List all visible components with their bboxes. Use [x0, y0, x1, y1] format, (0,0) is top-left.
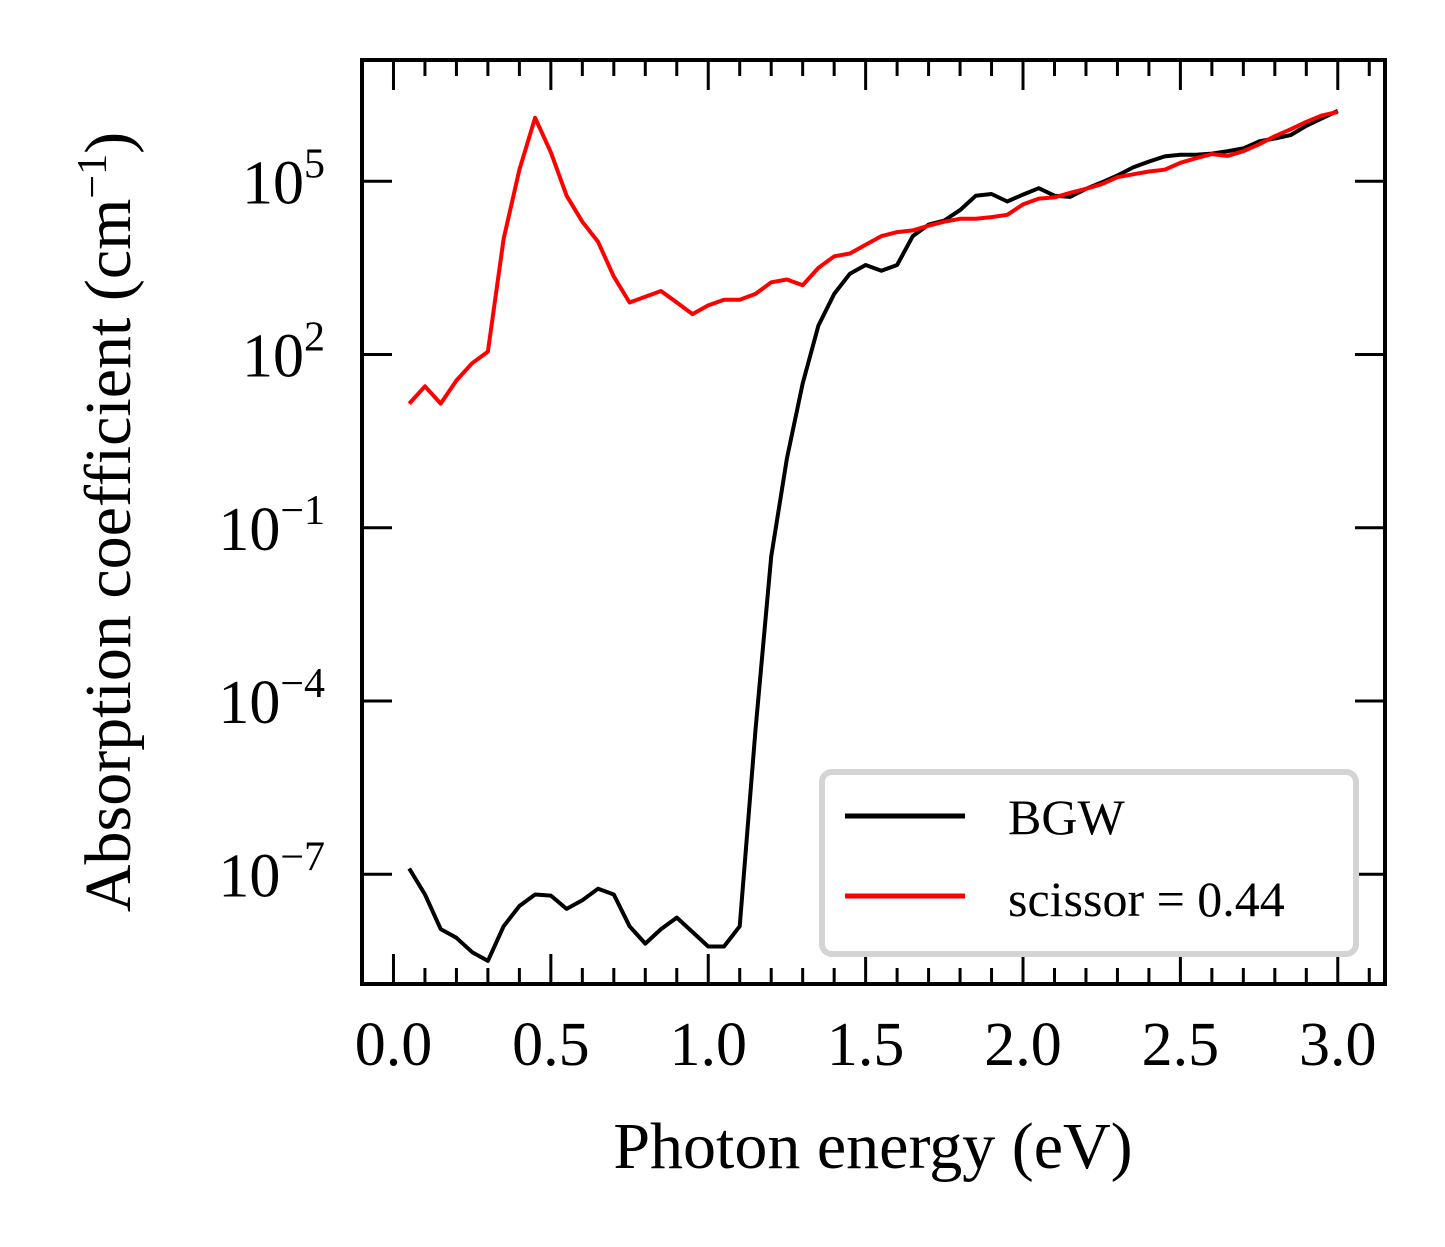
x-tick-label: 0.5 — [512, 1011, 590, 1079]
x-tick-label: 1.0 — [669, 1011, 747, 1079]
y-tick-label-exponent: −1 — [280, 488, 325, 534]
y-tick-label-exponent: −7 — [280, 834, 325, 880]
x-tick-label: 2.0 — [984, 1011, 1062, 1079]
y-tick-label: 102 — [242, 315, 325, 391]
x-tick-label: 1.5 — [827, 1011, 905, 1079]
y-tick-label-exponent: 2 — [304, 315, 325, 361]
y-tick-label: 10−4 — [218, 661, 325, 737]
x-tick-label: 2.5 — [1142, 1011, 1220, 1079]
y-axis-label-superscript: −1 — [70, 154, 116, 199]
y-tick-label: 10−7 — [218, 834, 325, 910]
x-axis-label: Photon energy (eV) — [613, 1110, 1132, 1183]
y-tick-label-base: 10 — [218, 669, 280, 737]
y-tick-label: 105 — [242, 141, 325, 217]
y-tick-label-base: 10 — [242, 149, 304, 217]
y-tick-label: 10−1 — [218, 488, 325, 564]
legend: BGW scissor = 0.44 — [819, 769, 1359, 957]
y-tick-label-base: 10 — [242, 323, 304, 391]
y-axis-label-close: ) — [72, 132, 145, 154]
y-axis-label-main: Absorption coefficient (cm — [72, 199, 145, 913]
legend-label-scissor: scissor = 0.44 — [1008, 871, 1285, 927]
plot-area — [407, 108, 1339, 963]
y-tick-label-base: 10 — [218, 842, 280, 910]
series-line-scissor — [407, 110, 1339, 406]
axis-ticks — [360, 60, 1385, 984]
plot-frame — [360, 58, 1387, 986]
x-tick-label: 0.0 — [355, 1011, 433, 1079]
y-axis-label: Absorption coefficient (cm−1) — [70, 132, 145, 912]
x-tick-label: 3.0 — [1299, 1011, 1377, 1079]
y-tick-label-exponent: 5 — [304, 141, 325, 187]
series-line-bgw — [407, 108, 1339, 963]
legend-label-bgw: BGW — [1008, 789, 1125, 845]
y-tick-label-exponent: −4 — [280, 661, 325, 707]
y-tick-label-base: 10 — [218, 496, 280, 564]
